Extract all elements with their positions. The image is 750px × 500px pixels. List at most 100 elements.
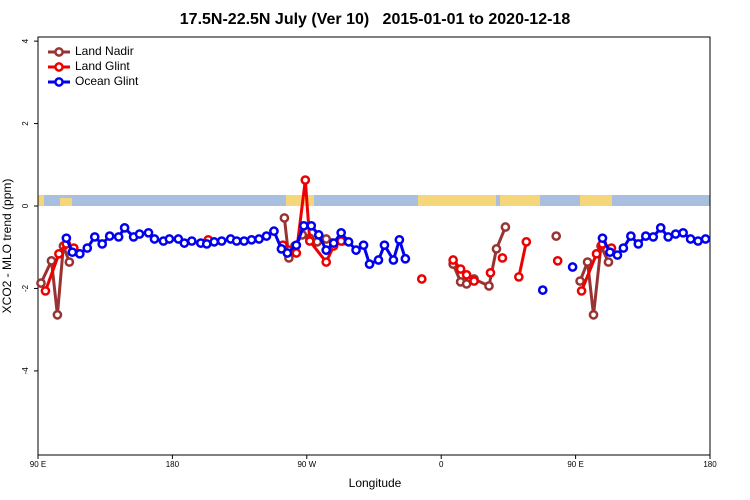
point [379,240,390,251]
point [678,227,688,238]
point [648,232,659,242]
point [216,236,227,246]
chart-title: 17.5N-22.5N July (Ver 10) 2015-01-01 to … [180,11,571,28]
point [74,248,85,259]
point [61,233,72,244]
x-tick-label: 90 W [297,460,316,469]
point [306,220,317,231]
legend-marker [54,77,64,87]
point [537,285,548,295]
point [300,175,311,185]
point [231,236,242,246]
point [373,255,384,265]
point [89,232,100,242]
y-tick-label: -4 [21,367,30,375]
land-strip [418,195,496,206]
legend-label: Land Glint [75,59,130,73]
ocean-strip [38,195,710,206]
point [343,237,354,247]
legend-marker [54,62,64,72]
point [693,236,703,246]
y-tick-label: 2 [21,121,30,126]
point [298,220,309,231]
point [400,253,411,264]
point [321,257,332,267]
legend-marker [54,47,64,57]
land-strip [60,198,72,206]
point [209,237,220,247]
land-strip [580,195,612,206]
point [685,234,696,244]
point [670,229,681,239]
point [626,231,636,241]
point [104,231,115,241]
land-ocean-strip [38,195,710,206]
point [603,257,614,267]
point [388,255,399,265]
y-tick-label: 4 [21,38,30,43]
point [484,281,494,291]
point [313,230,324,240]
point [82,243,93,253]
point [321,245,332,255]
point [201,239,212,249]
point [186,236,197,246]
point [291,248,302,258]
point [279,213,290,223]
point [605,247,615,258]
point [633,239,644,249]
x-tick-label: 0 [439,460,444,469]
x-tick-label: 180 [166,460,180,469]
point [591,248,602,259]
x-axis-label: Longitude [349,476,402,490]
x-tick-label: 90 E [30,460,46,469]
point [469,276,479,286]
point [551,231,562,241]
point [640,231,651,241]
point [261,231,272,241]
point [304,236,315,246]
point [36,278,46,288]
point [448,255,458,265]
point [567,262,578,272]
point [97,239,108,249]
x-tick-label: 180 [703,460,717,469]
point [52,309,63,320]
land-strip [38,195,44,206]
point [254,234,264,244]
plot-frame [37,36,711,456]
point [582,257,593,267]
point [134,229,145,239]
point [461,270,472,280]
point [64,257,75,267]
point [491,244,502,254]
point [54,248,64,259]
point [321,234,332,244]
point [246,234,257,245]
legend-label: Land Nadir [75,44,134,58]
point [358,240,369,251]
point [149,234,160,244]
y-axis-label: XCO2 - MLO trend (ppm) [0,179,14,314]
point [336,227,346,238]
point [416,274,427,284]
point [575,276,585,286]
land-strip [286,195,314,206]
point [612,250,623,260]
point [497,253,508,263]
point [514,272,524,282]
point [119,223,130,233]
point [67,247,78,258]
point [588,309,599,320]
point [164,234,175,244]
point [351,245,361,255]
point [328,238,339,248]
point [485,267,496,278]
point [500,222,511,232]
point [700,234,711,244]
point [179,238,190,248]
point [143,227,154,238]
land-strip [500,195,540,206]
point [597,233,608,244]
